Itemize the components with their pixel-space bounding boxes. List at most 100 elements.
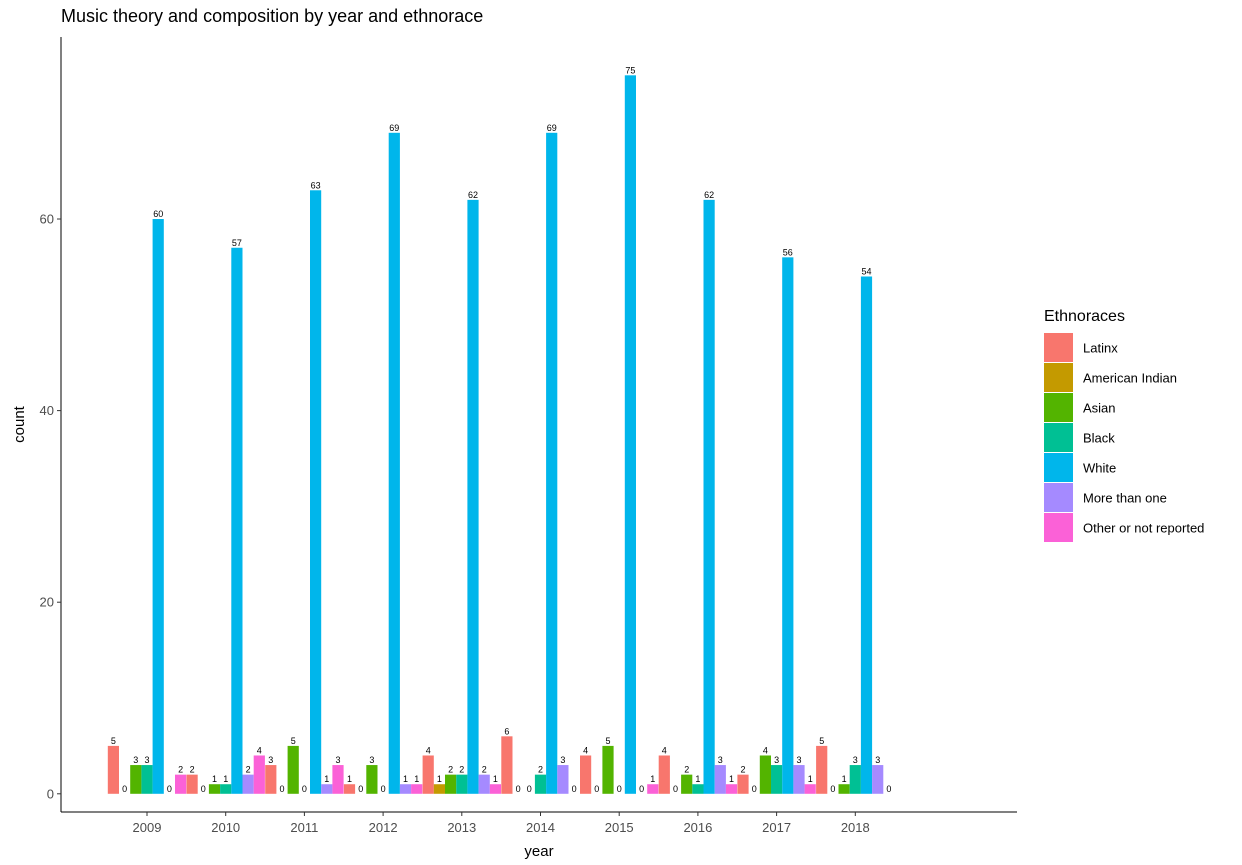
bar bbox=[658, 755, 670, 794]
bar-value-label: 3 bbox=[144, 755, 149, 765]
bar bbox=[242, 774, 254, 794]
bar-value-label: 3 bbox=[718, 755, 723, 765]
bar bbox=[141, 765, 153, 794]
bar bbox=[804, 784, 816, 794]
bar bbox=[602, 745, 614, 794]
bar bbox=[388, 132, 400, 794]
bar-value-label: 60 bbox=[153, 209, 163, 219]
bar bbox=[343, 784, 356, 794]
bar bbox=[175, 774, 187, 794]
bar bbox=[849, 765, 861, 794]
chart-title: Music theory and composition by year and… bbox=[61, 6, 483, 26]
bar bbox=[647, 784, 659, 794]
bar bbox=[231, 247, 243, 794]
bar-value-label: 0 bbox=[572, 784, 577, 794]
bar-value-label: 62 bbox=[704, 190, 714, 200]
x-axis-ticks: 2009 2010 2011 2012 2013 2014 2015 2016 2017 2018 bbox=[133, 812, 870, 835]
bar bbox=[321, 784, 333, 794]
bar bbox=[366, 765, 378, 794]
bar bbox=[399, 784, 412, 794]
legend-title: Ethnoraces bbox=[1044, 308, 1125, 325]
bar-value-label: 0 bbox=[527, 784, 532, 794]
legend-label: More than one bbox=[1083, 491, 1167, 506]
bar bbox=[152, 219, 164, 794]
bar-value-label: 2 bbox=[246, 765, 251, 775]
bar-value-label: 0 bbox=[302, 784, 307, 794]
bar-value-label: 1 bbox=[324, 774, 329, 784]
bar-value-label: 4 bbox=[583, 745, 588, 755]
bar-value-label: 1 bbox=[493, 774, 498, 784]
legend-swatch bbox=[1044, 423, 1073, 452]
bar-value-label: 0 bbox=[381, 784, 386, 794]
bar bbox=[456, 774, 468, 794]
bar-value-label: 56 bbox=[783, 247, 793, 257]
bar-value-label: 0 bbox=[830, 784, 835, 794]
bar-value-label: 69 bbox=[547, 123, 557, 133]
bar bbox=[725, 784, 738, 794]
y-axis-ticks: 0 20 40 60 bbox=[40, 212, 61, 801]
bar-value-label: 75 bbox=[625, 65, 635, 75]
bar-value-label: 1 bbox=[212, 774, 217, 784]
x-tick-label: 2014 bbox=[526, 820, 555, 835]
bar-value-label: 2 bbox=[459, 765, 464, 775]
bar bbox=[310, 190, 322, 794]
bar-value-label: 54 bbox=[861, 266, 871, 276]
bar bbox=[253, 755, 265, 794]
bar-value-label: 4 bbox=[662, 745, 667, 755]
x-axis-title: year bbox=[524, 843, 553, 860]
bar bbox=[489, 784, 501, 794]
bar-value-label: 5 bbox=[111, 736, 116, 746]
bar-value-label: 2 bbox=[538, 765, 543, 775]
bar-value-label: 1 bbox=[403, 774, 408, 784]
bar-value-label: 63 bbox=[311, 180, 321, 190]
bar bbox=[816, 745, 828, 794]
bar-value-label: 1 bbox=[729, 774, 734, 784]
bar-value-label: 3 bbox=[335, 755, 340, 765]
bar-value-label: 0 bbox=[639, 784, 644, 794]
legend-swatch bbox=[1044, 483, 1073, 512]
bar bbox=[872, 765, 884, 794]
x-tick-label: 2018 bbox=[841, 820, 870, 835]
legend-label: White bbox=[1083, 461, 1116, 476]
bar bbox=[130, 765, 142, 794]
legend-label: Other or not reported bbox=[1083, 521, 1204, 536]
bar-value-label: 2 bbox=[190, 765, 195, 775]
bar bbox=[782, 257, 794, 794]
bar bbox=[186, 774, 198, 794]
bar-value-label: 3 bbox=[774, 755, 779, 765]
bar-value-label: 1 bbox=[650, 774, 655, 784]
legend-swatch bbox=[1044, 513, 1073, 542]
legend-label: Asian bbox=[1083, 401, 1116, 416]
bar bbox=[546, 132, 558, 794]
bar-value-label: 0 bbox=[617, 784, 622, 794]
bar-value-label: 62 bbox=[468, 190, 478, 200]
bar bbox=[714, 765, 726, 794]
bar-value-label: 2 bbox=[178, 765, 183, 775]
bar bbox=[624, 75, 636, 794]
bar-value-label: 1 bbox=[414, 774, 419, 784]
bar-value-label: 4 bbox=[763, 745, 768, 755]
bar-value-label: 0 bbox=[594, 784, 599, 794]
bar-value-label: 0 bbox=[167, 784, 172, 794]
bar-value-label: 69 bbox=[389, 123, 399, 133]
bar bbox=[433, 784, 445, 794]
bar bbox=[771, 765, 783, 794]
bar-value-label: 3 bbox=[875, 755, 880, 765]
bar-value-label: 4 bbox=[426, 745, 431, 755]
bar-value-label: 1 bbox=[842, 774, 847, 784]
bar-value-label: 57 bbox=[232, 238, 242, 248]
bar-value-label: 3 bbox=[268, 755, 273, 765]
bar-value-label: 1 bbox=[808, 774, 813, 784]
x-tick-label: 2016 bbox=[683, 820, 712, 835]
bar-value-label: 1 bbox=[437, 774, 442, 784]
x-tick-label: 2017 bbox=[762, 820, 791, 835]
bar-value-label: 1 bbox=[223, 774, 228, 784]
bar-value-label: 2 bbox=[740, 765, 745, 775]
bar bbox=[220, 784, 232, 794]
bar-value-label: 0 bbox=[358, 784, 363, 794]
bar bbox=[445, 774, 457, 794]
bar-value-label: 3 bbox=[853, 755, 858, 765]
x-tick-label: 2009 bbox=[133, 820, 162, 835]
